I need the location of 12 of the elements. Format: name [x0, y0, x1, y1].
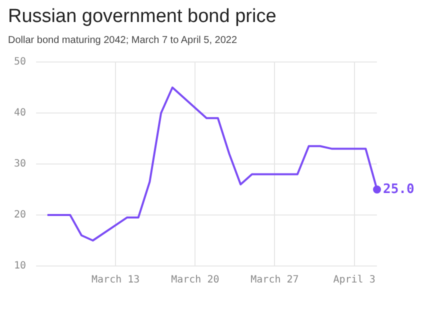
- x-tick-label: March 27: [250, 274, 299, 286]
- x-tick-label: March 20: [171, 274, 220, 286]
- y-tick-label: 20: [14, 210, 26, 221]
- x-tick-label: April 3: [333, 274, 376, 286]
- y-tick-label: 30: [14, 158, 26, 170]
- chart-subtitle: Dollar bond maturing 2042; March 7 to April 5, 2022: [8, 35, 238, 46]
- y-tick-label: 50: [14, 56, 26, 68]
- x-tick-label: March 13: [92, 274, 140, 286]
- y-tick-label: 40: [14, 108, 26, 119]
- y-tick-label: 10: [14, 260, 26, 272]
- data-label: 25.0: [383, 182, 414, 197]
- chart-title: Russian government bond price: [8, 6, 278, 28]
